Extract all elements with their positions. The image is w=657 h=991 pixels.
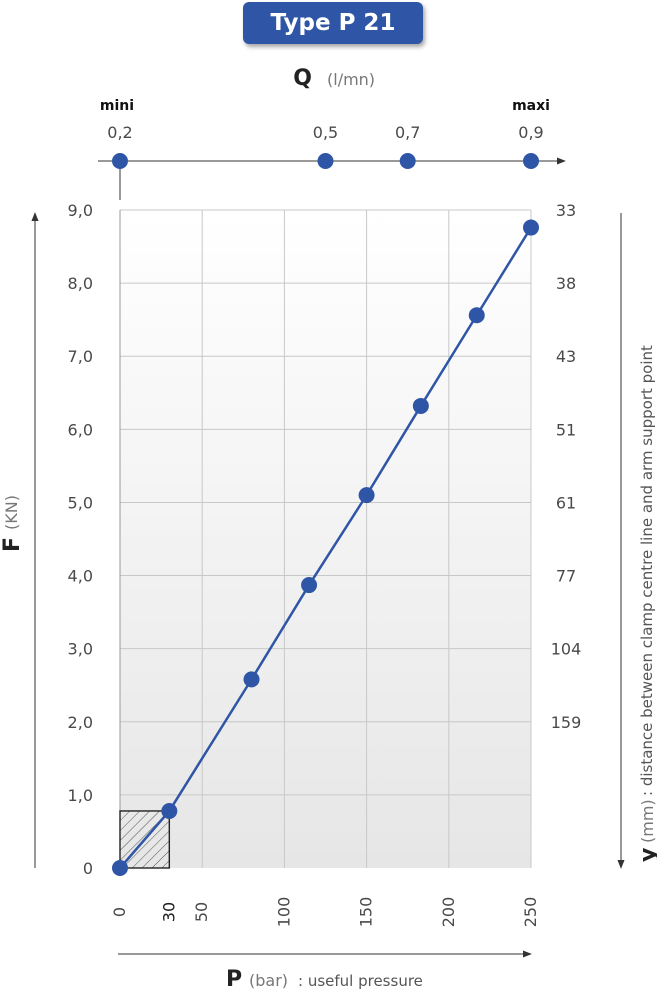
data-point bbox=[358, 487, 375, 504]
y-tick-label: 8,0 bbox=[68, 274, 93, 293]
y2-tick-label: 38 bbox=[556, 274, 576, 293]
plot-area bbox=[120, 210, 531, 868]
y-tick-label: 2,0 bbox=[68, 713, 93, 732]
q-tick-label: 0,7 bbox=[395, 123, 420, 142]
x-tick-label: 100 bbox=[274, 897, 293, 928]
q-axis-point bbox=[523, 153, 539, 169]
y-tick-label: 3,0 bbox=[68, 640, 93, 659]
data-point bbox=[412, 397, 429, 414]
x-axis-unit: (bar) bbox=[249, 971, 288, 990]
data-point bbox=[112, 860, 128, 876]
y2-tick-label: 51 bbox=[556, 420, 576, 439]
y-tick-label: 7,0 bbox=[68, 347, 93, 366]
q-axis-unit: (l/mn) bbox=[327, 70, 375, 89]
data-point bbox=[161, 802, 178, 819]
y2-tick-label: 159 bbox=[551, 713, 582, 732]
y2-tick-label: 104 bbox=[551, 640, 582, 659]
q-max-label: maxi bbox=[512, 98, 550, 114]
data-point bbox=[301, 577, 318, 594]
x-tick-label: 250 bbox=[521, 897, 540, 928]
x-tick-label: 200 bbox=[439, 897, 458, 928]
data-point bbox=[243, 671, 260, 688]
y2-tick-label: 43 bbox=[556, 347, 576, 366]
q-axis-point bbox=[317, 153, 334, 169]
x-axis-description: : useful pressure bbox=[298, 972, 423, 990]
y2-tick-label: 77 bbox=[556, 567, 576, 586]
q-tick-label: 0,9 bbox=[518, 123, 543, 142]
y-axis-letter: F bbox=[0, 537, 25, 552]
q-axis-point bbox=[112, 153, 128, 169]
y-tick-label: 4,0 bbox=[68, 567, 93, 586]
y-tick-label: 9,0 bbox=[68, 201, 93, 220]
y-tick-label: 0 bbox=[83, 859, 93, 878]
series-line bbox=[119, 226, 533, 869]
chart-title: Type P 21 bbox=[243, 2, 423, 44]
y2-tick-label: 61 bbox=[556, 493, 576, 512]
y-axis-unit: (KN) bbox=[2, 495, 21, 530]
data-point bbox=[468, 307, 485, 324]
q-axis-point bbox=[399, 153, 416, 169]
y-tick-label: 6,0 bbox=[68, 420, 93, 439]
x-tick-label: 150 bbox=[357, 897, 376, 928]
q-tick-label: 0,2 bbox=[107, 123, 132, 142]
y2-tick-label: 33 bbox=[556, 201, 576, 220]
y2-axis-unit: (mm) bbox=[638, 799, 657, 843]
x-tick-label: 0 bbox=[110, 907, 129, 917]
q-min-label: mini bbox=[100, 98, 134, 114]
x-tick-label: 30 bbox=[159, 902, 178, 922]
q-axis-letter: Q bbox=[293, 66, 312, 91]
y-tick-label: 5,0 bbox=[68, 493, 93, 512]
q-tick-label: 0,5 bbox=[313, 123, 338, 142]
y2-axis-description: : distance between clamp centre line and… bbox=[638, 345, 656, 796]
y2-axis-letter: y bbox=[636, 848, 657, 862]
data-point bbox=[523, 219, 539, 236]
x-tick-label: 50 bbox=[192, 902, 211, 922]
x-axis-letter: P bbox=[226, 967, 242, 991]
y-tick-label: 1,0 bbox=[68, 786, 93, 805]
